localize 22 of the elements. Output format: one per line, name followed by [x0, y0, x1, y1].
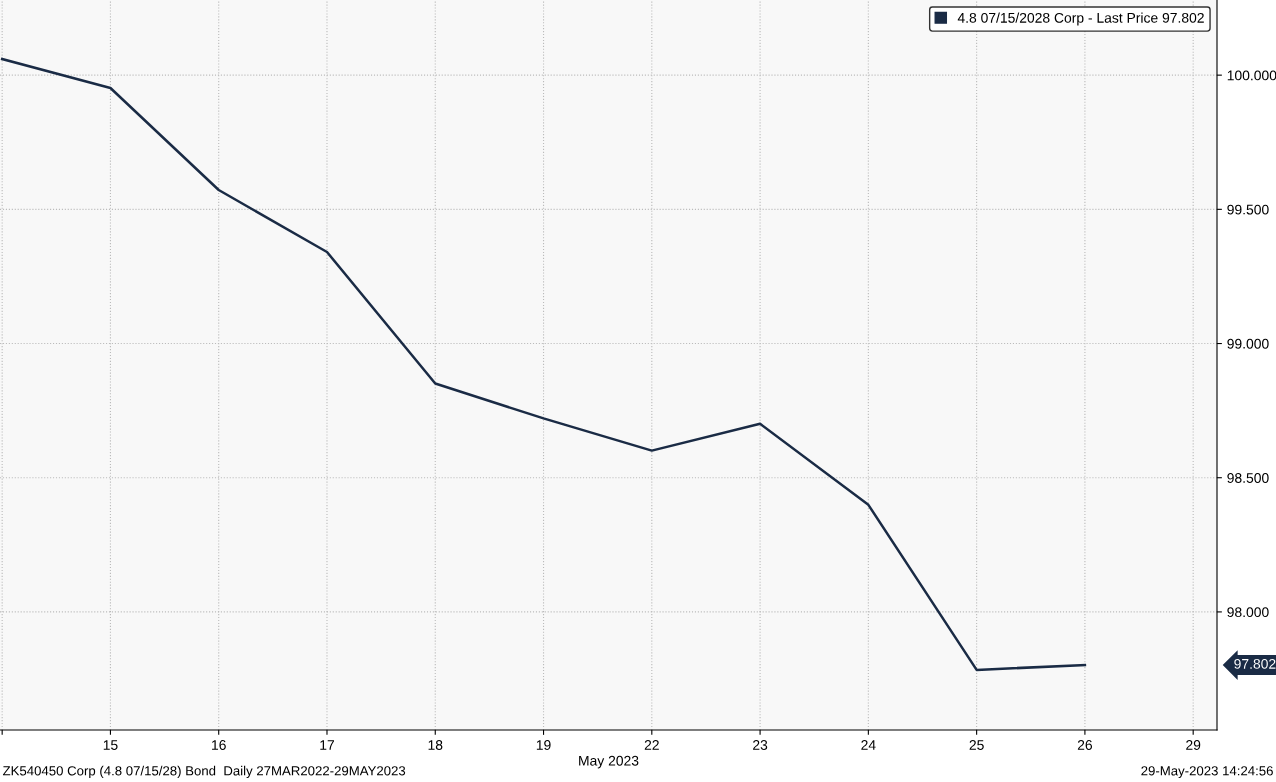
x-tick-label: 23	[753, 740, 768, 750]
x-tick-label: 15	[103, 740, 118, 750]
x-tick-label: 18	[428, 740, 443, 750]
y-tick-label: 100.000	[1227, 70, 1276, 81]
x-axis-title: May 2023	[579, 755, 639, 769]
x-tick-label: 19	[536, 740, 551, 750]
x-tick-label: 24	[861, 740, 876, 750]
x-tick-label: 16	[212, 740, 226, 750]
text: 97.802	[1234, 658, 1276, 669]
y-tick-label: 98.500	[1227, 473, 1269, 483]
text: 29-May-2023 14:24:56	[1141, 766, 1273, 779]
y-tick-label: 98.000	[1227, 607, 1269, 618]
line-series	[0, 57, 1087, 672]
x-tick-label: 29	[1186, 740, 1201, 750]
x-tick-label: 22	[644, 740, 659, 750]
x-tick-label: 26	[1077, 740, 1093, 750]
y-tick-label: 99.000	[1227, 338, 1269, 349]
x-tick-label: 17	[320, 740, 335, 750]
legend-label: 4.8 07/15/2028 Corp - Last Price 97.802	[957, 12, 1204, 26]
y-tick-label: 99.500	[1227, 204, 1269, 215]
x-tick-label: 25	[969, 740, 984, 750]
text: ZK540450 Corp (4.8 07/15/28) Bond Daily 27MAR2022-29MAY2023	[2, 765, 406, 779]
